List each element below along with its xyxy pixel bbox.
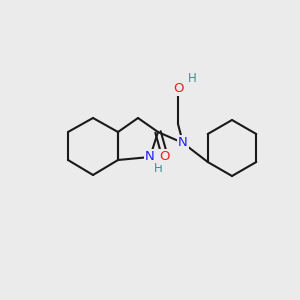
Text: N: N xyxy=(178,136,188,149)
Text: O: O xyxy=(173,82,183,94)
Text: H: H xyxy=(188,71,196,85)
Text: O: O xyxy=(160,151,170,164)
Text: H: H xyxy=(154,163,162,176)
Text: N: N xyxy=(145,151,155,164)
